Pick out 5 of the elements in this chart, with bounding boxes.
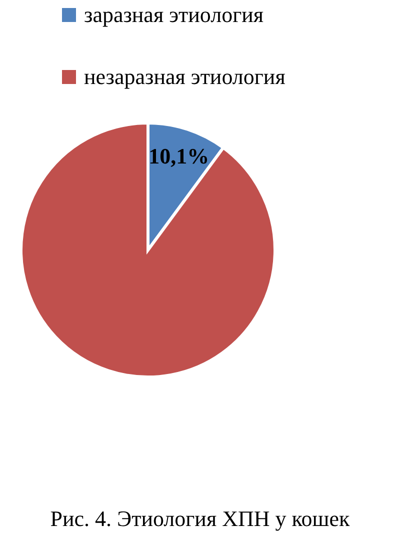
pie-slice: [20, 122, 276, 378]
legend-label: заразная этиология: [84, 2, 264, 28]
data-label: 10,1%: [148, 143, 210, 168]
legend-label: незаразная этиология: [84, 64, 286, 90]
text: Рис. 4. Этиология ХПН у кошек: [49, 506, 351, 532]
